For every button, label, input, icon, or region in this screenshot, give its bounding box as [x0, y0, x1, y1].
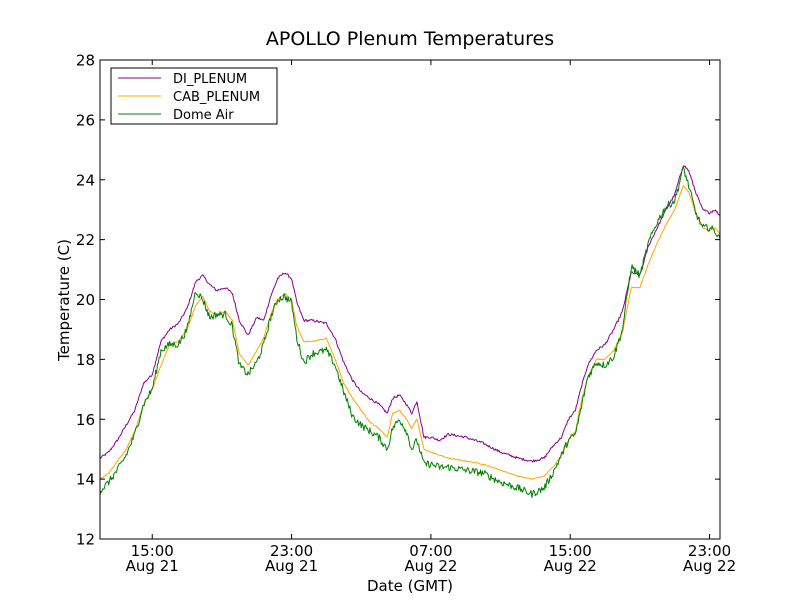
series-line-dome-air	[99, 166, 721, 498]
y-tick-label: 18	[76, 351, 95, 369]
x-tick-label-date: Aug 21	[265, 557, 318, 575]
legend-label-cab-plenum: CAB_PLENUM	[173, 90, 260, 105]
y-tick-label: 12	[76, 531, 95, 549]
x-tick-label-date: Aug 22	[683, 557, 736, 575]
x-tick-label-time: 23:00	[270, 542, 313, 560]
y-axis-ticks: 12 14 16 18 20 22 24 26 28	[76, 52, 720, 549]
x-axis-label: Date (GMT)	[367, 577, 453, 595]
legend-label-dome-air: Dome Air	[173, 108, 234, 123]
plot-area-frame	[99, 59, 721, 540]
y-tick-label: 26	[76, 111, 95, 129]
y-tick-label: 14	[76, 471, 95, 489]
y-tick-label: 16	[76, 411, 95, 429]
y-tick-label: 24	[76, 171, 95, 189]
legend: DI_PLENUM CAB_PLENUM Dome Air	[110, 67, 278, 125]
x-tick-label-time: 23:00	[688, 542, 731, 560]
x-tick-label-time: 15:00	[549, 542, 592, 560]
y-tick-label: 22	[76, 231, 95, 249]
x-tick-label-date: Aug 22	[544, 557, 597, 575]
series-line-di-plenum	[99, 165, 721, 463]
x-tick-label-date: Aug 22	[404, 557, 457, 575]
y-tick-label: 28	[76, 52, 95, 70]
series-layer	[99, 165, 721, 498]
y-axis-label: Temperature (C)	[55, 239, 73, 362]
series-line-cab-plenum	[99, 185, 721, 480]
x-tick-label-time: 07:00	[409, 542, 452, 560]
x-tick-label-date: Aug 21	[126, 557, 179, 575]
chart-title: APOLLO Plenum Temperatures	[266, 28, 554, 50]
legend-label-di-plenum: DI_PLENUM	[173, 72, 247, 87]
y-tick-label: 20	[76, 291, 95, 309]
x-tick-label-time: 15:00	[131, 542, 174, 560]
